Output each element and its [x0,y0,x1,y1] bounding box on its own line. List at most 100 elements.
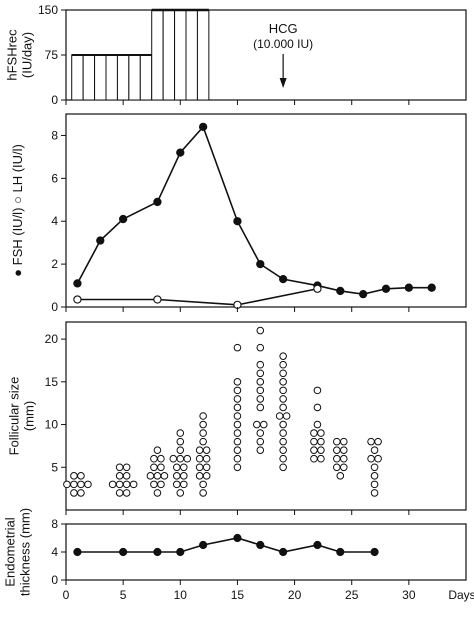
follicle-point [279,437,287,446]
follicle-point [317,429,325,437]
follicle-point [332,463,341,472]
follicle-point [115,472,124,480]
series-line-lh [77,287,318,306]
point-fsh [427,283,436,292]
follicle-point [367,454,375,463]
follicle-point [146,472,155,480]
y-tick-label: 15 [45,375,59,389]
follicle-point [252,420,261,429]
point-fsh [278,274,288,284]
follicle-point [70,472,78,480]
follicle-point [202,463,211,472]
follicle-point [336,472,345,480]
follicle-point [157,454,165,463]
follicle-point [195,463,204,472]
follicle-point [77,489,85,497]
point-endometrial [279,547,288,557]
dose-bar [71,54,84,101]
follicle-point [233,343,242,352]
follicle-point [313,386,322,395]
y-tick-label: 5 [51,460,58,474]
dose-bar [116,54,130,101]
follicle-point [332,437,341,446]
follicle-point [157,480,165,489]
x-tick-label: 10 [174,588,188,602]
follicle-point [70,480,78,489]
follicle-point [256,403,265,412]
follicle-point [332,454,341,463]
follicle-point [310,446,318,454]
follicle-point [179,463,188,472]
y-axis-label-follicular: Follicular size (mm) [7,377,37,456]
follicle-point [172,480,181,489]
follicle-point [233,446,242,454]
point-endometrial [370,547,379,557]
point-endometrial [336,547,345,557]
follicle-point [279,403,287,412]
follicle-point [176,489,185,497]
follicle-point [233,420,242,429]
follicle-point [195,454,204,463]
y-axis-label-hfshrec-line: (IU/day) [20,32,35,78]
follicle-point [169,454,178,463]
follicle-point [279,386,287,395]
follicle-point [199,480,207,489]
follicle-point [233,463,242,472]
follicle-point [339,463,348,472]
point-fsh [233,217,242,226]
follicle-point [153,489,162,497]
follicle-point [150,480,158,489]
follicle-point [310,429,318,437]
follicle-point [150,454,158,463]
follicle-point [256,369,265,378]
follicle-point [233,395,242,403]
y-tick-label: 75 [45,48,59,62]
point-fsh [96,236,105,245]
point-lh [153,295,162,304]
y-axis-label-hfshrec-line: hFSHrec [5,29,20,81]
dose-bar [105,54,118,101]
follicle-point [115,480,124,489]
point-endometrial [256,540,265,550]
follicle-point [233,386,242,395]
y-tick-label: 6 [51,171,58,185]
hormone-label-text: FSH (IU/l) ○ LH (IU/l) [10,144,25,265]
y-axis-label-follicular-line: Follicular size [7,377,22,456]
x-tick-label: 30 [402,588,416,602]
dose-bar [174,9,187,101]
x-tick-label: 25 [345,588,359,602]
follicle-point [279,420,287,429]
y-tick-label: 150 [38,3,58,17]
follicle-point [202,454,211,463]
filled-marker-glyph: ● [10,265,25,276]
follicle-point [77,480,85,489]
y-tick-label: 4 [51,545,58,559]
dose-bar [151,9,164,101]
follicle-point [332,446,341,454]
follicle-point [370,480,379,489]
follicle-point [129,480,138,489]
follicle-point [233,429,242,437]
follicle-point [256,395,265,403]
follicle-point [313,403,322,412]
follicle-point [153,446,162,454]
x-tick-label: 5 [120,588,127,602]
series-line-fsh [76,125,432,295]
follicle-point [279,429,287,437]
follicle-point [317,454,325,463]
dose-bar [162,9,176,101]
follicle-point [199,429,207,437]
point-endometrial [176,547,185,557]
follicle-point [256,437,265,446]
follicle-point [259,420,268,429]
follicle-point [122,480,131,489]
follicle-point [199,412,207,420]
follicle-point [310,454,318,463]
follicle-point [374,454,382,463]
x-axis-label: Days [448,588,474,602]
y-axis-label-hormones: ● FSH (IU/l) ○ LH (IU/l) [10,144,25,277]
follicle-point [63,480,71,489]
y-axis-label-hfshrec: hFSHrec (IU/day) [5,29,35,81]
follicle-point [77,472,85,480]
